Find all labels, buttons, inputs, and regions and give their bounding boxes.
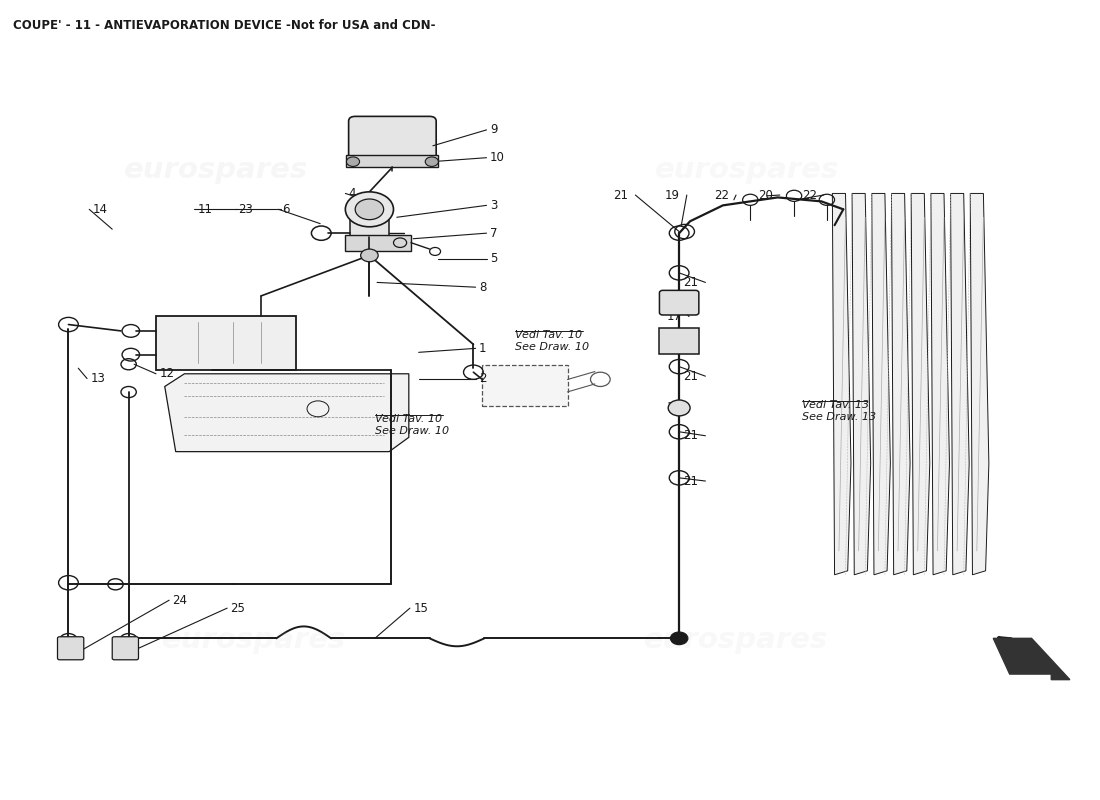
Text: 7: 7	[490, 226, 497, 240]
Text: 21: 21	[683, 474, 698, 487]
Polygon shape	[852, 194, 871, 574]
Text: eurospares: eurospares	[654, 156, 839, 184]
Polygon shape	[931, 194, 949, 574]
Text: 18: 18	[667, 340, 682, 354]
FancyBboxPatch shape	[659, 329, 698, 354]
Bar	[482, 365, 568, 406]
Text: 23: 23	[238, 203, 253, 216]
Text: 9: 9	[490, 123, 497, 136]
Polygon shape	[891, 194, 910, 574]
Text: 21: 21	[614, 189, 628, 202]
FancyBboxPatch shape	[112, 637, 139, 660]
Text: 12: 12	[160, 367, 174, 380]
Circle shape	[355, 199, 384, 220]
Text: 21: 21	[683, 370, 698, 382]
Text: Vedi Tav. 10
See Draw. 10: Vedi Tav. 10 See Draw. 10	[375, 414, 449, 436]
Circle shape	[345, 192, 394, 227]
Polygon shape	[970, 194, 989, 574]
Text: 24: 24	[173, 594, 187, 606]
FancyBboxPatch shape	[659, 290, 698, 315]
Text: 11: 11	[198, 203, 212, 216]
Text: 4: 4	[349, 187, 356, 200]
Circle shape	[361, 249, 378, 262]
Text: 16: 16	[667, 402, 682, 414]
Text: eurospares: eurospares	[163, 626, 346, 654]
Polygon shape	[950, 194, 969, 574]
Polygon shape	[993, 638, 1070, 680]
Bar	[345, 234, 411, 250]
Text: 2: 2	[478, 372, 486, 385]
Polygon shape	[833, 194, 851, 574]
Bar	[346, 155, 439, 167]
Text: 22: 22	[802, 189, 816, 202]
Text: 21: 21	[683, 430, 698, 442]
Text: eurospares: eurospares	[644, 626, 828, 654]
Text: Vedi Tav. 10
See Draw. 10: Vedi Tav. 10 See Draw. 10	[515, 330, 590, 352]
Text: eurospares: eurospares	[124, 156, 308, 184]
Text: 5: 5	[490, 252, 497, 265]
Text: 6: 6	[282, 203, 289, 216]
Polygon shape	[872, 194, 890, 574]
Bar	[350, 210, 389, 237]
Polygon shape	[911, 194, 930, 574]
Text: 8: 8	[478, 281, 486, 294]
Text: 15: 15	[414, 602, 428, 614]
Text: Vedi Tav. 13
See Draw. 13: Vedi Tav. 13 See Draw. 13	[802, 400, 876, 422]
Text: 14: 14	[92, 203, 108, 216]
Text: 21: 21	[683, 276, 698, 289]
Text: 20: 20	[758, 189, 773, 202]
Text: 25: 25	[230, 602, 245, 614]
Text: COUPE' - 11 - ANTIEVAPORATION DEVICE -Not for USA and CDN-: COUPE' - 11 - ANTIEVAPORATION DEVICE -No…	[13, 19, 436, 32]
Text: 1: 1	[478, 342, 486, 355]
Text: 17: 17	[667, 310, 682, 323]
FancyBboxPatch shape	[57, 637, 84, 660]
Text: 10: 10	[490, 151, 505, 164]
Circle shape	[670, 632, 688, 645]
Circle shape	[668, 400, 690, 416]
Polygon shape	[165, 374, 409, 452]
Circle shape	[426, 157, 439, 166]
Text: 22: 22	[714, 189, 729, 202]
Bar	[156, 316, 296, 370]
FancyBboxPatch shape	[349, 116, 437, 164]
Text: 3: 3	[490, 199, 497, 212]
Text: 13: 13	[90, 372, 106, 385]
Text: 19: 19	[664, 189, 680, 202]
Circle shape	[346, 157, 360, 166]
